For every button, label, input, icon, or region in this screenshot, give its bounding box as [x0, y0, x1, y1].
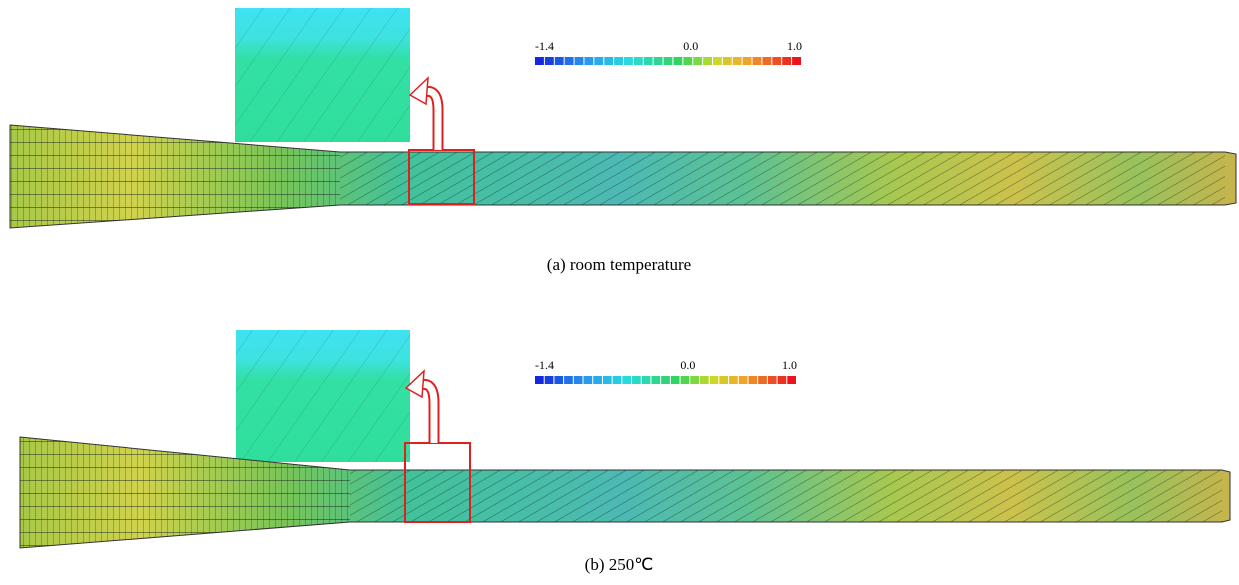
colorbar-segment: [654, 57, 663, 65]
colorbar-segment: [584, 376, 593, 384]
colorbar-segment: [710, 376, 719, 384]
colorbar-tick-label: -1.4: [535, 358, 554, 372]
beam-mesh: [350, 470, 1222, 522]
colorbar-segment: [555, 57, 564, 65]
colorbar-segment: [545, 376, 554, 384]
panel: -1.4 0.0 1.0 (b) 250℃: [20, 330, 1230, 574]
figure: -1.4 0.0 1.0 (a) room temperature -1.4 0.0 1.0…: [0, 0, 1239, 585]
colorbar-segment: [673, 57, 682, 65]
colorbar-segment: [624, 57, 633, 65]
colorbar-tick-label: 0.0: [683, 39, 698, 53]
colorbar-segment: [719, 376, 728, 384]
colorbar-tick-label: 1.0: [787, 39, 802, 53]
colorbar-segment: [778, 376, 787, 384]
colorbar-segment: [644, 57, 653, 65]
caption: (b) 250℃: [585, 555, 654, 574]
colorbar-segment: [671, 376, 680, 384]
colorbar-segment: [661, 376, 670, 384]
colorbar-segment: [683, 57, 692, 65]
colorbar-segment: [564, 376, 573, 384]
panel: -1.4 0.0 1.0 (a) room temperature: [10, 8, 1236, 274]
colorbar-segment: [535, 376, 544, 384]
colorbar-segment: [690, 376, 699, 384]
colorbar-segment: [729, 376, 738, 384]
colorbar-segment: [574, 376, 583, 384]
colorbar-segment: [594, 57, 603, 65]
colorbar-segment: [614, 57, 623, 65]
colorbar-segment: [632, 376, 641, 384]
colorbar-segment: [693, 57, 702, 65]
colorbar-segment: [613, 376, 622, 384]
colorbar-segment: [782, 57, 791, 65]
colorbar-tick-label: 1.0: [782, 358, 797, 372]
colorbar-segment: [713, 57, 722, 65]
colorbar-tick-label: 0.0: [680, 358, 695, 372]
colorbar-segment: [535, 57, 544, 65]
colorbar-segment: [651, 376, 660, 384]
inset-mesh: [236, 330, 410, 462]
inset-mesh: [235, 8, 410, 142]
colorbar-tick-label: -1.4: [535, 39, 554, 53]
arrow-head: [410, 78, 428, 104]
colorbar-segment: [604, 57, 613, 65]
colorbar-segment: [739, 376, 748, 384]
colorbar-segment: [664, 57, 673, 65]
colorbar-segment: [584, 57, 593, 65]
colorbar-segment: [575, 57, 584, 65]
colorbar-segment: [622, 376, 631, 384]
colorbar-segment: [545, 57, 554, 65]
colorbar-segment: [787, 376, 796, 384]
colorbar-segment: [723, 57, 732, 65]
colorbar-segment: [554, 376, 563, 384]
colorbar-segment: [703, 57, 712, 65]
colorbar-segment: [565, 57, 574, 65]
colorbar-segment: [634, 57, 643, 65]
colorbar-segment: [753, 57, 762, 65]
colorbar-segment: [700, 376, 709, 384]
colorbar-segment: [762, 57, 771, 65]
colorbar-segment: [792, 57, 801, 65]
colorbar-segment: [758, 376, 767, 384]
colorbar-segment: [603, 376, 612, 384]
colorbar-segment: [733, 57, 742, 65]
colorbar-segment: [593, 376, 602, 384]
colorbar-segment: [743, 57, 752, 65]
colorbar-segment: [681, 376, 690, 384]
colorbar-segment: [642, 376, 651, 384]
caption: (a) room temperature: [547, 255, 691, 274]
colorbar-segment: [768, 376, 777, 384]
colorbar-segment: [772, 57, 781, 65]
colorbar-segment: [748, 376, 757, 384]
beam-mesh: [340, 152, 1225, 205]
